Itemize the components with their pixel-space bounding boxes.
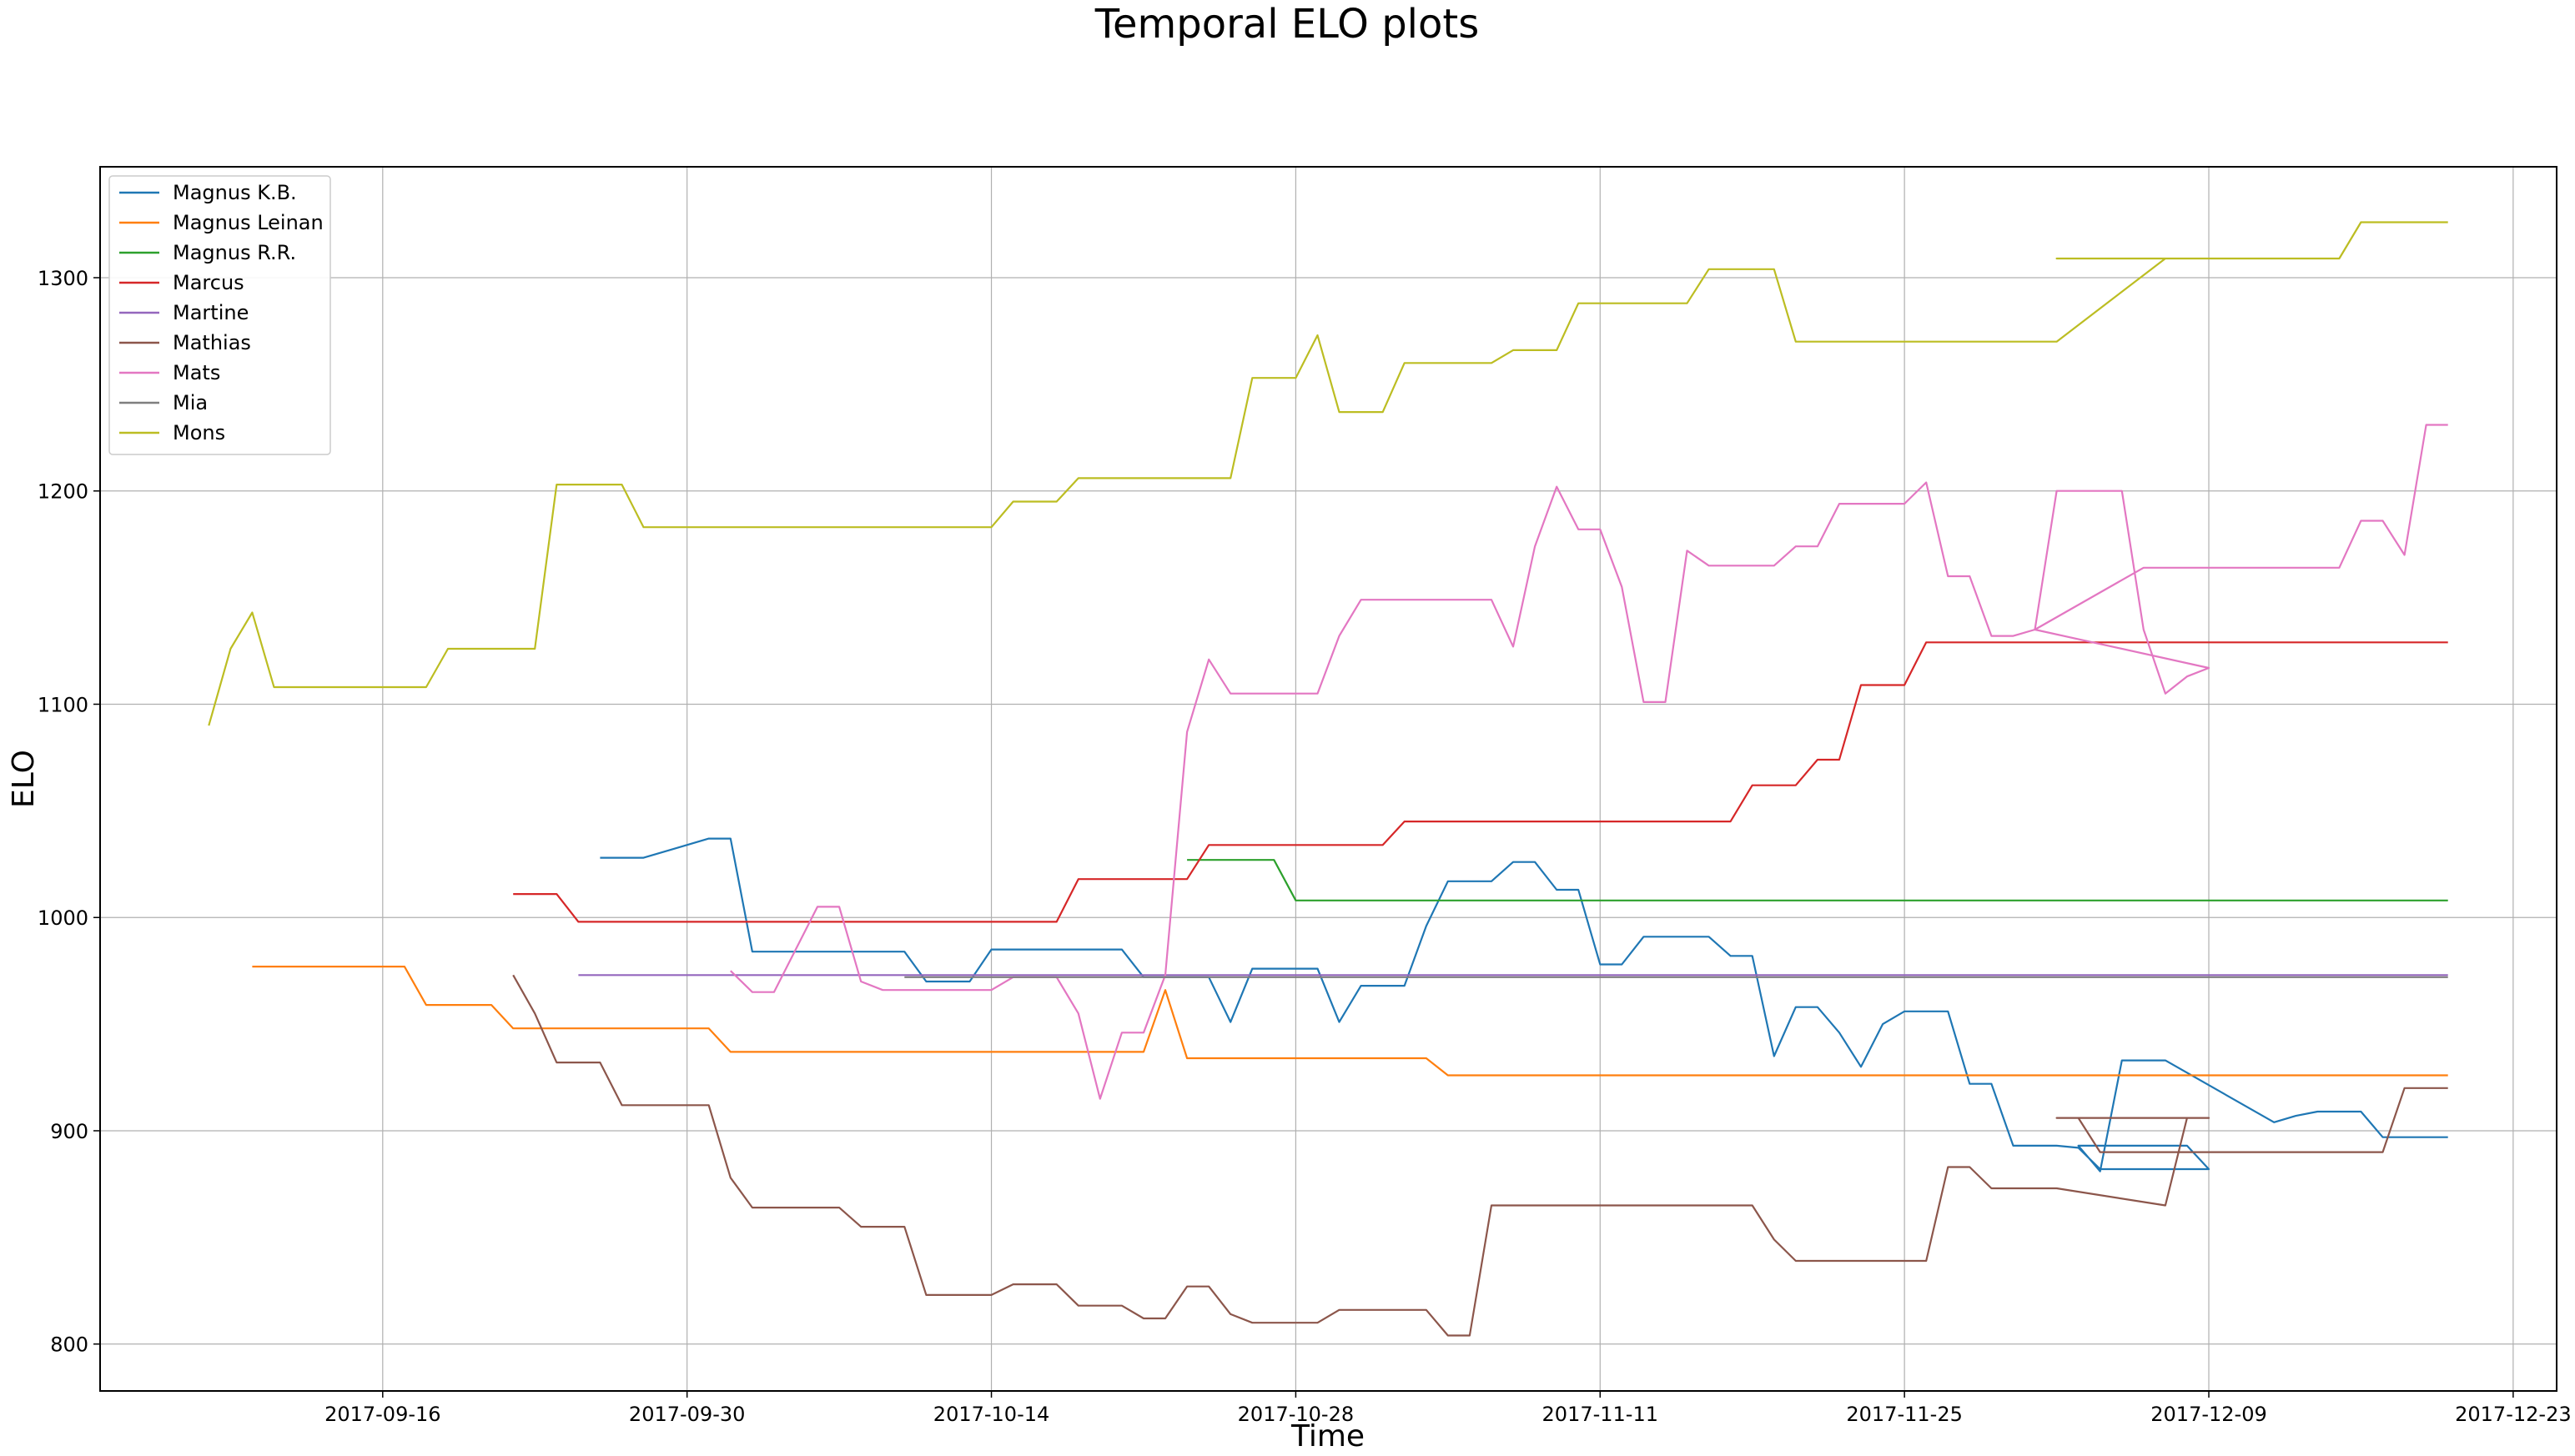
- y-tick-label: 800: [50, 1333, 88, 1357]
- y-axis-label: ELO: [7, 750, 41, 808]
- y-tick-label: 1000: [38, 906, 88, 930]
- y-axis-ticks: 800 900 1000 1100 1200 1300: [38, 267, 100, 1357]
- series-line: [252, 965, 2448, 1077]
- x-axis-label: Time: [1290, 1419, 1365, 1453]
- x-tick-label: 2017-09-30: [629, 1403, 745, 1426]
- series-line: [600, 837, 2448, 1172]
- legend: Magnus K.B. Magnus Leinan Magnus R.R. Marcu…: [108, 175, 331, 455]
- x-tick-label: 2017-10-14: [933, 1403, 1049, 1426]
- legend-box: [108, 175, 331, 455]
- legend-label: Mons: [173, 421, 225, 444]
- legend-label: Martine: [173, 301, 249, 324]
- y-tick-label: 1300: [38, 267, 88, 290]
- chart-title: Temporal ELO plots: [1094, 1, 1479, 48]
- legend-label: Magnus K.B.: [173, 181, 297, 204]
- plot-frame: [99, 166, 2557, 1392]
- x-axis-ticks: 2017-09-16 2017-09-30 2017-10-14 2017-10-28…: [324, 1391, 2572, 1426]
- x-tick-label: 2017-10-28: [1238, 1403, 1354, 1426]
- x-tick-label: 2017-12-23: [2455, 1403, 2571, 1426]
- x-tick-label: 2017-12-09: [2150, 1403, 2266, 1426]
- legend-label: Magnus Leinan: [173, 211, 324, 234]
- legend-label: Mathias: [173, 331, 251, 354]
- x-tick-label: 2017-09-16: [324, 1403, 440, 1426]
- legend-label: Mia: [173, 391, 208, 414]
- series-line: [730, 424, 2448, 1100]
- grid-lines: [100, 167, 2557, 1391]
- legend-label: Marcus: [173, 271, 244, 294]
- y-tick-label: 1200: [38, 480, 88, 504]
- series-line: [1187, 859, 2448, 901]
- series-line: [208, 221, 2448, 726]
- series-lines: [208, 221, 2448, 1337]
- legend-label: Mats: [173, 361, 220, 384]
- x-tick-label: 2017-11-25: [1846, 1403, 1962, 1426]
- series-line: [512, 974, 2448, 1337]
- y-tick-label: 900: [50, 1120, 88, 1143]
- series-line: [513, 641, 2448, 923]
- y-tick-label: 1100: [38, 693, 88, 716]
- x-tick-label: 2017-11-11: [1542, 1403, 1658, 1426]
- legend-label: Magnus R.R.: [173, 241, 296, 264]
